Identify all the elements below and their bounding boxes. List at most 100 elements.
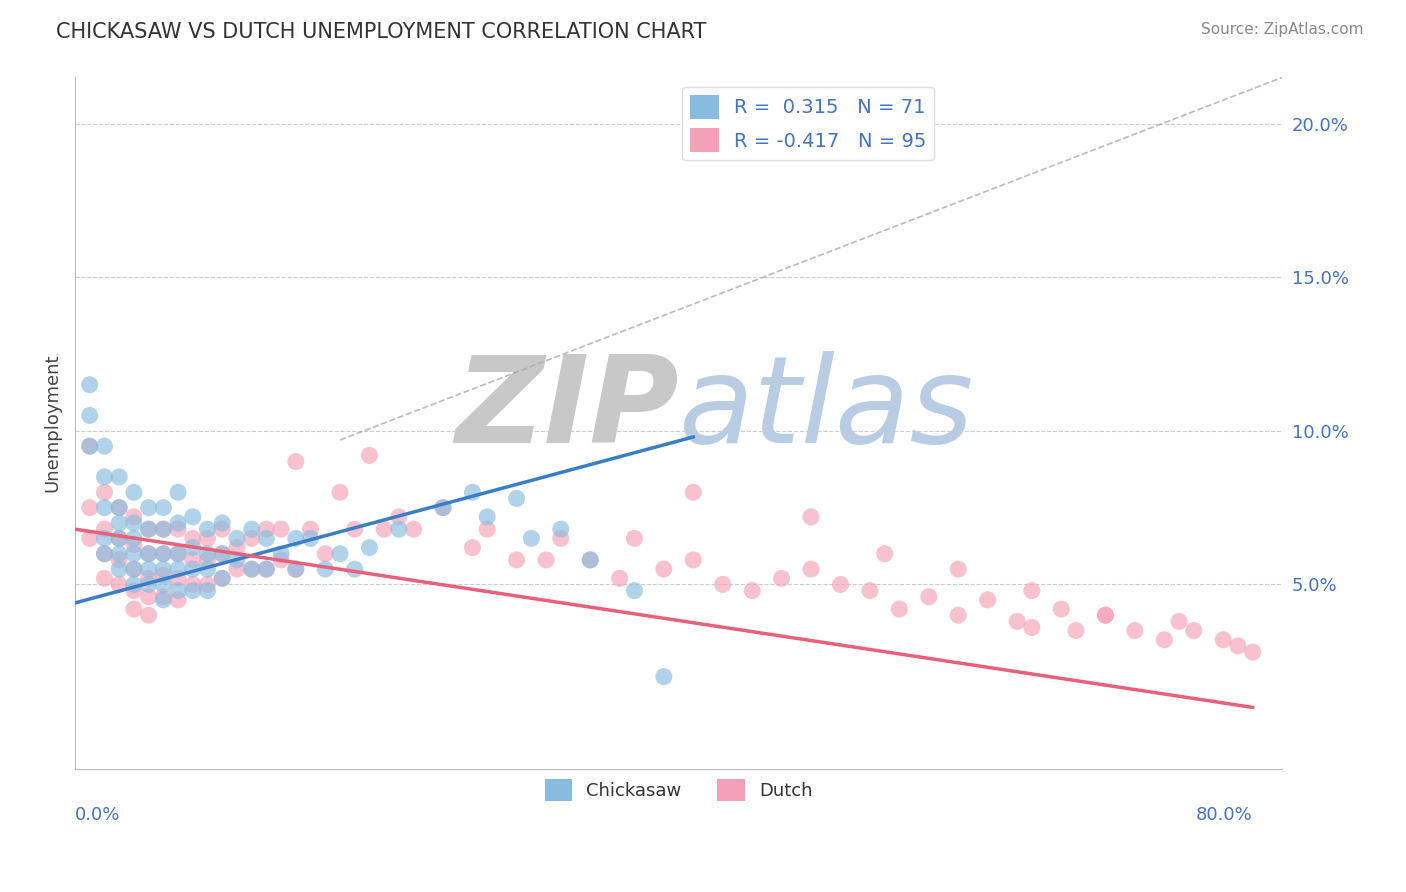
Point	[197, 547, 219, 561]
Point	[830, 577, 852, 591]
Point	[948, 562, 970, 576]
Point	[93, 547, 115, 561]
Point	[93, 500, 115, 515]
Point	[108, 516, 131, 530]
Point	[167, 562, 190, 576]
Point	[181, 583, 204, 598]
Point	[226, 553, 249, 567]
Point	[623, 583, 645, 598]
Point	[152, 590, 174, 604]
Point	[299, 532, 322, 546]
Point	[1226, 639, 1249, 653]
Point	[1212, 632, 1234, 647]
Point	[108, 532, 131, 546]
Point	[108, 553, 131, 567]
Point	[461, 485, 484, 500]
Point	[388, 509, 411, 524]
Point	[270, 553, 292, 567]
Point	[299, 522, 322, 536]
Point	[948, 608, 970, 623]
Point	[505, 553, 527, 567]
Point	[197, 522, 219, 536]
Point	[284, 562, 307, 576]
Point	[167, 592, 190, 607]
Point	[800, 509, 823, 524]
Point	[181, 509, 204, 524]
Point	[108, 500, 131, 515]
Point	[682, 485, 704, 500]
Point	[197, 562, 219, 576]
Legend: Chickasaw, Dutch: Chickasaw, Dutch	[537, 772, 820, 808]
Point	[152, 577, 174, 591]
Point	[138, 590, 160, 604]
Point	[152, 562, 174, 576]
Point	[167, 571, 190, 585]
Point	[343, 522, 366, 536]
Point	[314, 562, 336, 576]
Point	[1153, 632, 1175, 647]
Point	[270, 522, 292, 536]
Point	[108, 532, 131, 546]
Point	[402, 522, 425, 536]
Point	[93, 547, 115, 561]
Point	[122, 577, 145, 591]
Point	[477, 509, 499, 524]
Point	[152, 500, 174, 515]
Text: 80.0%: 80.0%	[1197, 805, 1253, 823]
Point	[579, 553, 602, 567]
Point	[432, 500, 454, 515]
Point	[93, 485, 115, 500]
Point	[79, 377, 101, 392]
Point	[432, 500, 454, 515]
Point	[461, 541, 484, 555]
Point	[329, 547, 352, 561]
Y-axis label: Unemployment: Unemployment	[44, 354, 60, 492]
Point	[1021, 620, 1043, 634]
Point	[1005, 615, 1028, 629]
Point	[1182, 624, 1205, 638]
Point	[152, 547, 174, 561]
Text: Source: ZipAtlas.com: Source: ZipAtlas.com	[1201, 22, 1364, 37]
Point	[579, 553, 602, 567]
Point	[873, 547, 896, 561]
Point	[1021, 583, 1043, 598]
Point	[93, 470, 115, 484]
Point	[197, 583, 219, 598]
Point	[254, 522, 277, 536]
Point	[138, 522, 160, 536]
Point	[388, 522, 411, 536]
Point	[138, 522, 160, 536]
Point	[1241, 645, 1264, 659]
Point	[197, 553, 219, 567]
Point	[800, 562, 823, 576]
Point	[122, 583, 145, 598]
Point	[211, 571, 233, 585]
Point	[181, 541, 204, 555]
Point	[79, 500, 101, 515]
Point	[108, 547, 131, 561]
Point	[226, 541, 249, 555]
Point	[609, 571, 631, 585]
Point	[122, 602, 145, 616]
Point	[550, 522, 572, 536]
Point	[343, 562, 366, 576]
Point	[240, 562, 263, 576]
Point	[211, 516, 233, 530]
Point	[138, 547, 160, 561]
Point	[152, 592, 174, 607]
Point	[682, 553, 704, 567]
Point	[152, 547, 174, 561]
Point	[197, 532, 219, 546]
Point	[359, 541, 381, 555]
Point	[623, 532, 645, 546]
Point	[93, 522, 115, 536]
Point	[505, 491, 527, 506]
Point	[284, 532, 307, 546]
Point	[79, 532, 101, 546]
Point	[240, 562, 263, 576]
Point	[167, 547, 190, 561]
Point	[122, 562, 145, 576]
Point	[93, 532, 115, 546]
Point	[1094, 608, 1116, 623]
Point	[122, 485, 145, 500]
